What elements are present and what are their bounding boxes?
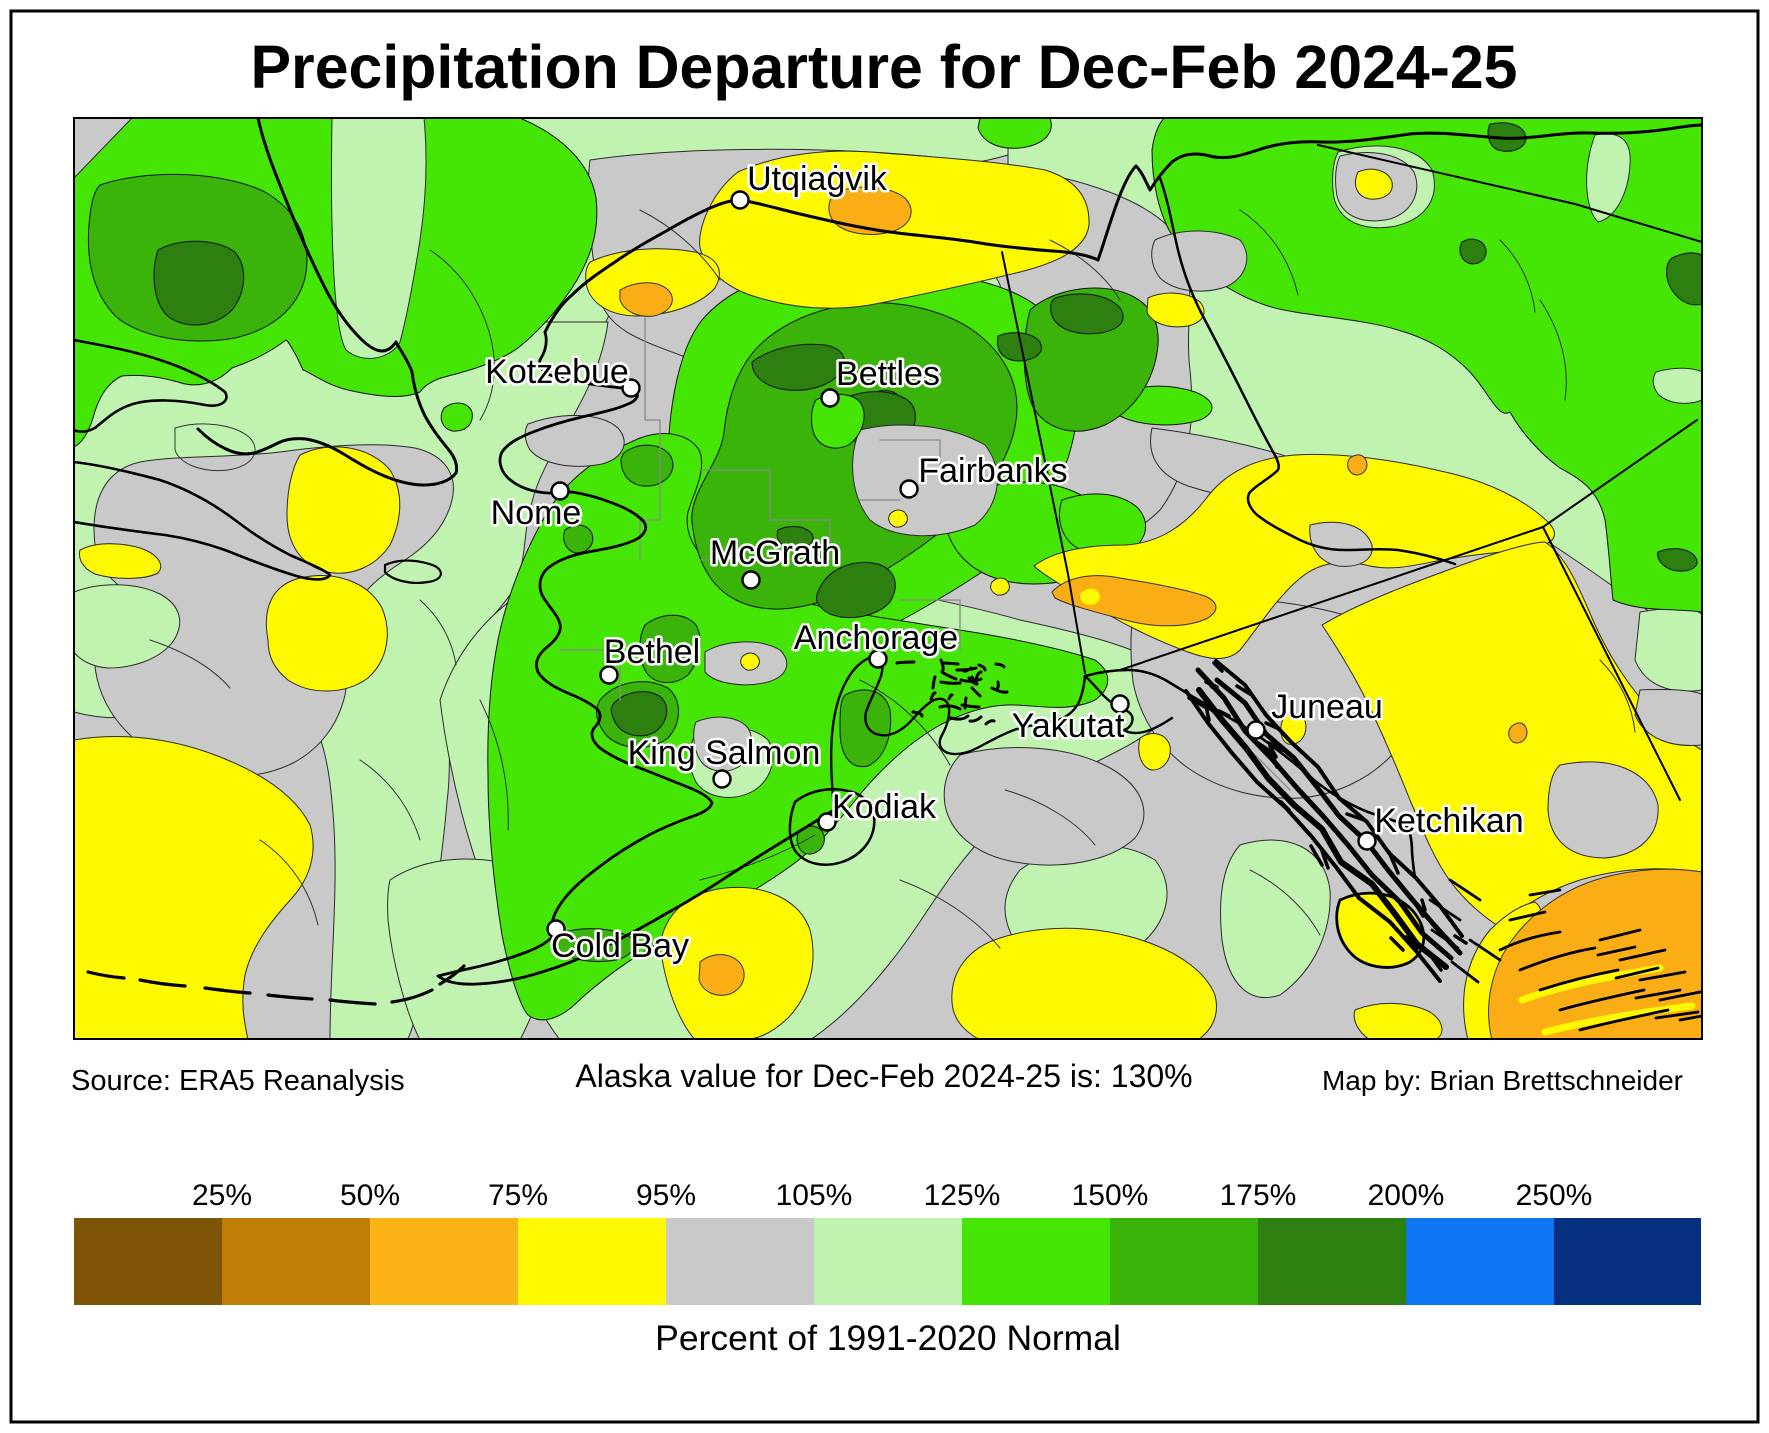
svg-text:175%: 175% (1220, 1179, 1297, 1212)
svg-text:Percent of 1991-2020 Normal: Percent of 1991-2020 Normal (655, 1318, 1121, 1358)
svg-text:King Salmon: King Salmon (628, 734, 821, 772)
svg-text:Kodiak: Kodiak (832, 788, 937, 826)
svg-text:Precipitation Departure for De: Precipitation Departure for Dec-Feb 2024… (251, 33, 1518, 101)
svg-text:Anchorage: Anchorage (794, 619, 958, 657)
svg-text:250%: 250% (1516, 1179, 1593, 1212)
svg-text:Bethel: Bethel (604, 633, 700, 671)
svg-text:125%: 125% (924, 1179, 1001, 1212)
svg-text:Ketchikan: Ketchikan (1374, 802, 1523, 840)
svg-text:Fairbanks: Fairbanks (918, 452, 1067, 490)
svg-text:Alaska value for Dec-Feb 2024-: Alaska value for Dec-Feb 2024-25 is: 130… (575, 1058, 1192, 1094)
svg-text:200%: 200% (1368, 1179, 1445, 1212)
svg-text:105%: 105% (776, 1179, 853, 1212)
svg-text:75%: 75% (488, 1179, 548, 1212)
svg-text:Cold Bay: Cold Bay (551, 927, 689, 965)
svg-text:McGrath: McGrath (710, 534, 840, 572)
svg-text:Nome: Nome (491, 494, 582, 532)
svg-text:150%: 150% (1072, 1179, 1149, 1212)
svg-text:Bettles: Bettles (836, 355, 940, 393)
svg-text:Utqiaġvik: Utqiaġvik (747, 160, 888, 198)
svg-text:Map by: Brian Brettschneider: Map by: Brian Brettschneider (1322, 1065, 1683, 1096)
svg-text:Source: ERA5 Reanalysis: Source: ERA5 Reanalysis (71, 1065, 405, 1097)
svg-text:25%: 25% (192, 1179, 252, 1212)
svg-text:Kotzebue: Kotzebue (485, 353, 629, 391)
svg-text:Yakutat: Yakutat (1012, 707, 1125, 745)
svg-text:50%: 50% (340, 1179, 400, 1212)
svg-text:95%: 95% (636, 1179, 696, 1212)
svg-text:Juneau: Juneau (1271, 688, 1383, 726)
